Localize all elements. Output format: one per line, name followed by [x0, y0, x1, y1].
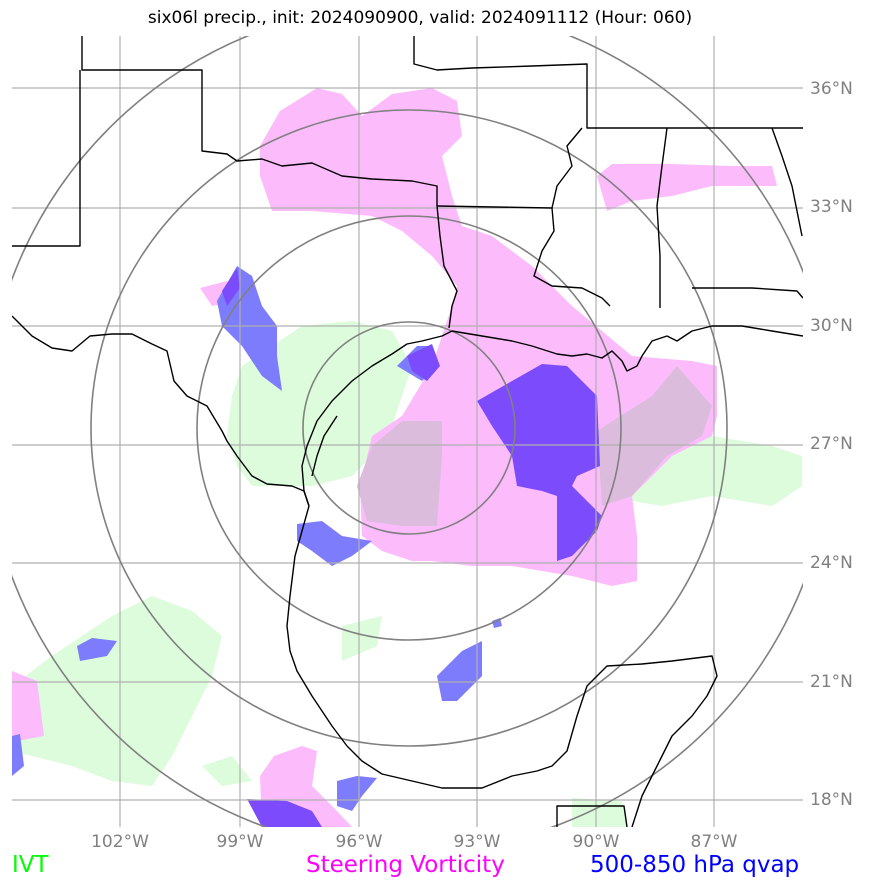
legend-steering-vorticity: Steering Vorticity: [306, 852, 505, 878]
lon-label-99: 99°W: [216, 832, 264, 852]
lat-label-24: 24°N: [810, 553, 853, 573]
lat-label-18: 18°N: [810, 790, 853, 810]
lat-label-27: 27°N: [810, 434, 853, 454]
map-title: six06l precip., init: 2024090900, valid:…: [147, 8, 693, 28]
overlap-field: [357, 366, 712, 526]
lon-label-87: 87°W: [690, 832, 738, 852]
lon-label-96: 96°W: [335, 832, 383, 852]
map-panel: [12, 36, 803, 827]
lon-label-90: 90°W: [572, 832, 620, 852]
lat-label-33: 33°N: [810, 197, 853, 217]
lat-label-21: 21°N: [810, 672, 853, 692]
legend-qvap: 500-850 hPa qvap: [590, 852, 800, 878]
qvap-dark-field: [222, 268, 602, 827]
legend-ivt: IVT: [12, 852, 49, 878]
lat-label-36: 36°N: [810, 79, 853, 99]
coastlines-borders: [12, 36, 803, 827]
lon-label-93: 93°W: [453, 832, 501, 852]
graticule: [12, 36, 803, 827]
range-rings: [12, 36, 803, 827]
lon-label-102: 102°W: [91, 832, 149, 852]
lat-label-30: 30°N: [810, 316, 853, 336]
